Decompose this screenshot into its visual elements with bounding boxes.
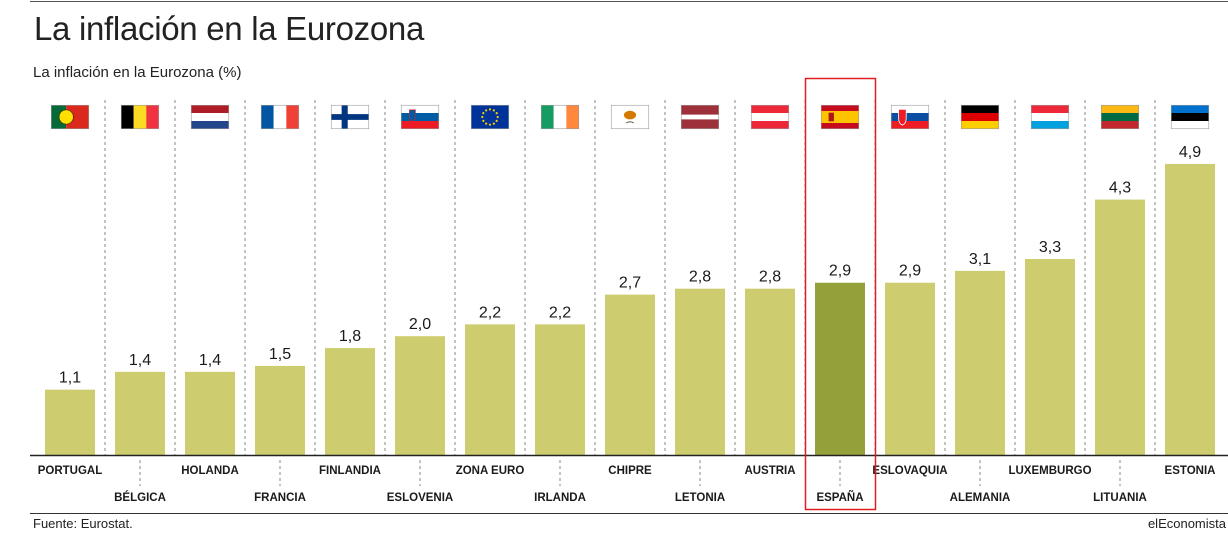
category-label: ESPAÑA: [816, 491, 863, 504]
value-label: 2,2: [549, 304, 571, 321]
value-label: 2,8: [689, 269, 711, 286]
bar-chipre: [605, 294, 655, 455]
bar-holanda: [185, 371, 235, 455]
latvia-flag-icon: [680, 104, 720, 130]
bar-francia: [255, 365, 305, 455]
category-label: IRLANDA: [534, 492, 586, 504]
finland-flag-icon: [330, 104, 370, 130]
bar-eslovaquia: [885, 282, 935, 455]
value-label: 1,5: [269, 346, 291, 363]
category-label: ESTONIA: [1165, 465, 1216, 477]
bar-finlandia: [325, 348, 375, 455]
category-label: ESLOVENIA: [387, 492, 453, 504]
footer-rule: [30, 513, 1228, 514]
austria-flag-icon: [750, 104, 790, 130]
luxembourg-flag-icon: [1030, 104, 1070, 130]
category-label: PORTUGAL: [38, 465, 103, 477]
ireland-flag-icon: [540, 104, 580, 130]
spain-flag-icon: [820, 104, 860, 130]
top-rule: [30, 1, 1228, 2]
portugal-flag-icon: [50, 104, 90, 130]
bar-austria: [745, 288, 795, 455]
chart-subtitle: La inflación en la Eurozona (%): [33, 64, 242, 81]
value-label: 4,3: [1109, 180, 1131, 197]
value-label: 2,9: [829, 263, 851, 280]
page-title: La inflación en la Eurozona: [34, 10, 425, 47]
value-label: 3,1: [969, 251, 991, 268]
belgium-flag-icon: [120, 104, 160, 130]
bar-bélgica: [115, 371, 165, 455]
lithuania-flag-icon: [1100, 104, 1140, 130]
highlight-frame: [804, 77, 877, 511]
bar-alemania: [955, 270, 1005, 455]
slovenia-flag-icon: [400, 104, 440, 130]
value-label: 1,8: [339, 328, 361, 345]
category-label: CHIPRE: [608, 465, 652, 477]
category-label: AUSTRIA: [744, 465, 795, 477]
cyprus-flag-icon: [610, 104, 650, 130]
france-flag-icon: [260, 104, 300, 130]
value-label: 2,0: [409, 316, 431, 333]
bar-zona-euro: [465, 324, 515, 455]
value-label: 1,1: [59, 370, 81, 387]
eu-flag-icon: [470, 104, 510, 130]
slovakia-flag-icon: [890, 104, 930, 130]
category-label: HOLANDA: [181, 465, 239, 477]
source-note: Fuente: Eurostat.: [33, 516, 133, 531]
category-label: BÉLGICA: [114, 491, 166, 504]
value-label: 2,7: [619, 275, 641, 292]
value-label: 2,8: [759, 269, 781, 286]
value-label: 4,9: [1179, 144, 1201, 161]
bar-luxemburgo: [1025, 258, 1075, 455]
bar-lituania: [1095, 199, 1145, 455]
value-label: 1,4: [129, 352, 151, 369]
value-label: 1,4: [199, 352, 221, 369]
category-label: ZONA EURO: [456, 465, 525, 477]
category-label: FRANCIA: [254, 492, 306, 504]
germany-flag-icon: [960, 104, 1000, 130]
category-label: LUXEMBURGO: [1008, 465, 1091, 477]
bar-estonia: [1165, 163, 1215, 455]
category-label: ESLOVAQUIA: [872, 465, 947, 477]
estonia-flag-icon: [1170, 104, 1210, 130]
category-label: FINLANDIA: [319, 465, 381, 477]
category-label: LITUANIA: [1093, 492, 1147, 504]
bar-españa: [815, 282, 865, 455]
netherlands-flag-icon: [190, 104, 230, 130]
value-label: 2,9: [899, 263, 921, 280]
bar-irlanda: [535, 324, 585, 455]
category-label: ALEMANIA: [950, 492, 1011, 504]
bar-portugal: [45, 389, 95, 455]
brand-logo-text: elEconomista: [1147, 516, 1226, 531]
category-label: LETONIA: [675, 492, 725, 504]
value-label: 3,3: [1039, 239, 1061, 256]
bar-eslovenia: [395, 336, 445, 455]
value-label: 2,2: [479, 304, 501, 321]
bar-letonia: [675, 288, 725, 455]
